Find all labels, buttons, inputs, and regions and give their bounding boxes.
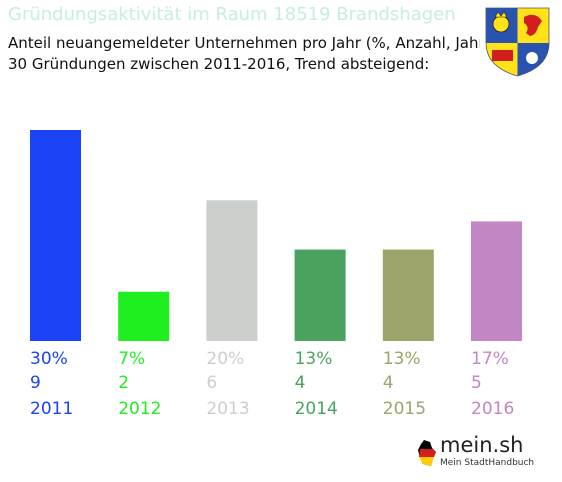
count-label-2011: 9 xyxy=(30,373,41,393)
logo-tagline: Mein StadtHandbuch xyxy=(440,458,535,468)
chart-subtitle-line1: Anteil neuangemeldeter Unternehmen pro J… xyxy=(8,34,491,52)
year-label-2012: 2012 xyxy=(118,399,161,419)
value-label-2013: 20% xyxy=(206,349,244,369)
value-label-2015: 13% xyxy=(383,349,421,369)
chart-title: Gründungsaktivität im Raum 18519 Brandsh… xyxy=(8,4,456,25)
count-label-2015: 4 xyxy=(383,373,394,393)
chart-subtitle-line2: 30 Gründungen zwischen 2011-2016, Trend … xyxy=(8,55,430,73)
count-label-2014: 4 xyxy=(295,373,306,393)
year-label-2015: 2015 xyxy=(383,399,426,419)
bar-2016 xyxy=(471,221,522,341)
value-label-2016: 17% xyxy=(471,349,509,369)
year-label-2014: 2014 xyxy=(295,399,338,419)
year-label-2016: 2016 xyxy=(471,399,514,419)
value-label-2011: 30% xyxy=(30,349,68,369)
mein-sh-logo[interactable]: mein.sh Mein StadtHandbuch xyxy=(418,432,558,478)
coat-of-arms-icon xyxy=(480,3,555,79)
value-label-2014: 13% xyxy=(295,349,333,369)
bar-2013 xyxy=(206,200,258,341)
logo-text: mein.sh xyxy=(440,433,524,457)
count-label-2012: 2 xyxy=(118,373,129,393)
count-label-2016: 5 xyxy=(471,373,482,393)
value-label-2012: 7% xyxy=(118,349,145,369)
bar-2011 xyxy=(30,130,81,341)
bar-2014 xyxy=(294,249,346,341)
year-label-2013: 2013 xyxy=(206,399,249,419)
bar-2015 xyxy=(382,249,434,341)
count-label-2013: 6 xyxy=(206,373,217,393)
year-label-2011: 2011 xyxy=(30,399,73,419)
bar-2012 xyxy=(118,291,170,341)
germany-flag-icon xyxy=(418,440,436,466)
